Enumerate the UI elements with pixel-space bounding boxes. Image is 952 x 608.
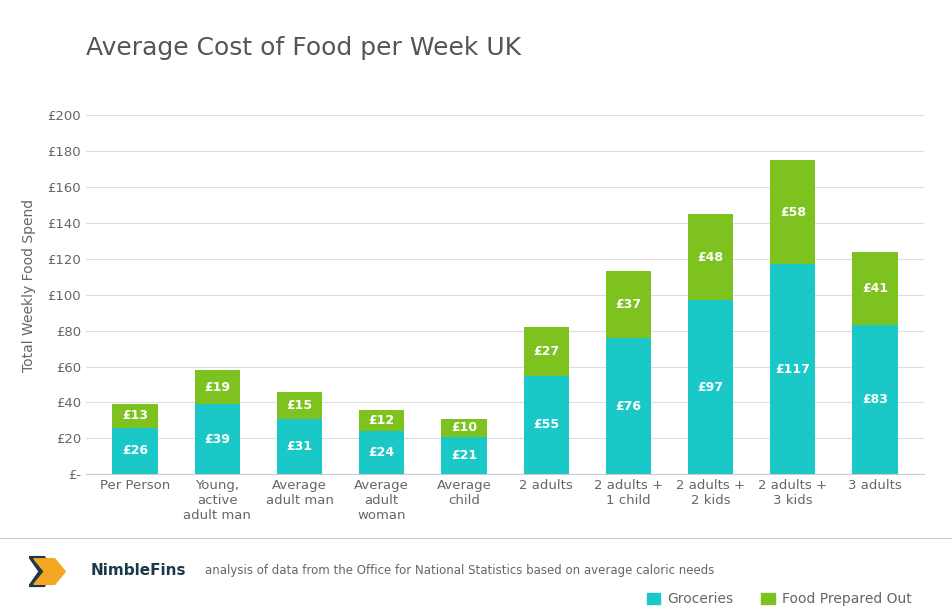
Text: £83: £83 — [862, 393, 887, 406]
Bar — [359, 410, 404, 431]
Bar — [194, 404, 240, 474]
Text: £26: £26 — [122, 444, 148, 457]
Text: £48: £48 — [697, 250, 723, 263]
Bar — [852, 252, 897, 325]
Bar — [605, 338, 650, 474]
Bar — [441, 437, 486, 474]
Bar — [523, 376, 568, 474]
Bar — [687, 214, 732, 300]
Bar — [194, 370, 240, 404]
Bar — [605, 271, 650, 338]
Text: £12: £12 — [368, 414, 394, 427]
Bar — [769, 264, 815, 474]
Bar — [277, 392, 322, 418]
Bar — [441, 418, 486, 437]
Polygon shape — [29, 557, 54, 586]
Bar — [277, 418, 322, 474]
Bar — [112, 427, 157, 474]
Text: £55: £55 — [532, 418, 559, 432]
Text: £117: £117 — [775, 363, 809, 376]
Legend: Groceries, Food Prepared Out: Groceries, Food Prepared Out — [641, 587, 917, 608]
Text: £15: £15 — [287, 399, 312, 412]
Text: £37: £37 — [615, 298, 641, 311]
Text: £24: £24 — [368, 446, 394, 459]
Text: £39: £39 — [204, 433, 230, 446]
Text: £76: £76 — [615, 399, 641, 413]
Text: Average Cost of Food per Week UK: Average Cost of Food per Week UK — [86, 36, 521, 60]
Text: £41: £41 — [862, 282, 887, 295]
Bar — [769, 160, 815, 264]
Polygon shape — [33, 559, 65, 584]
Text: £21: £21 — [450, 449, 477, 462]
Text: £13: £13 — [122, 409, 148, 423]
Text: £58: £58 — [779, 206, 805, 219]
Bar — [359, 431, 404, 474]
Bar — [687, 300, 732, 474]
Text: NimbleFins: NimbleFins — [90, 563, 186, 578]
Text: £19: £19 — [204, 381, 230, 394]
Y-axis label: Total Weekly Food Spend: Total Weekly Food Spend — [22, 199, 36, 372]
Text: £10: £10 — [450, 421, 477, 434]
Text: analysis of data from the Office for National Statistics based on average calori: analysis of data from the Office for Nat… — [205, 564, 713, 577]
Bar — [523, 327, 568, 376]
Text: £27: £27 — [532, 345, 559, 358]
Text: £97: £97 — [697, 381, 723, 394]
Bar — [852, 325, 897, 474]
Text: £31: £31 — [287, 440, 312, 453]
Bar — [112, 404, 157, 427]
